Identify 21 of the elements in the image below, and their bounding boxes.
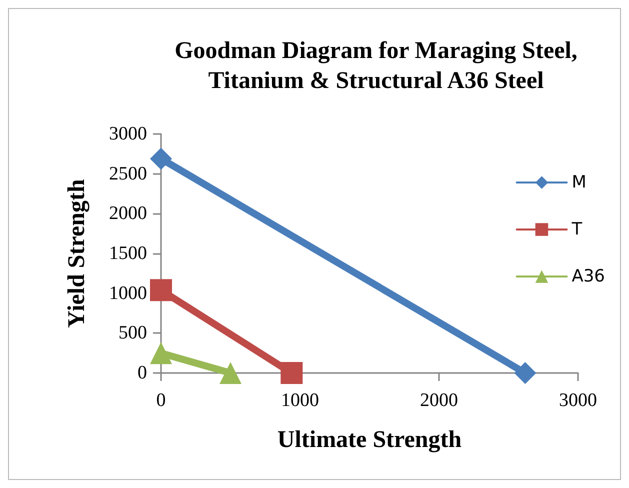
y-tick-label: 500 [118, 322, 147, 344]
point [150, 279, 172, 302]
y-tick-label: 2500 [109, 163, 147, 184]
x-tick-label: 0 [156, 390, 166, 411]
y-tick-label: 1500 [109, 243, 147, 264]
point [514, 362, 536, 384]
point [150, 148, 172, 170]
x-tick-label: 3000 [559, 390, 597, 411]
point [280, 362, 303, 384]
x-tick-label: 1000 [281, 390, 319, 411]
legend-label: A36 [572, 266, 606, 286]
y-tick-label: 1000 [109, 282, 147, 304]
legend-label: T [570, 220, 583, 240]
y-axis-title: Yield Strength [64, 179, 90, 328]
legend-label: M [572, 172, 586, 192]
x-axis-title: Ultimate Strength [277, 427, 462, 453]
y-tick-label: 0 [138, 362, 147, 384]
y-tick-label: 2000 [109, 203, 147, 224]
y-tick-label: 3000 [109, 124, 147, 144]
chart-title: Goodman Diagram for Maraging Steel,Titanium & Structural A36 Steel [174, 38, 578, 94]
x-tick-label: 2000 [420, 390, 458, 411]
